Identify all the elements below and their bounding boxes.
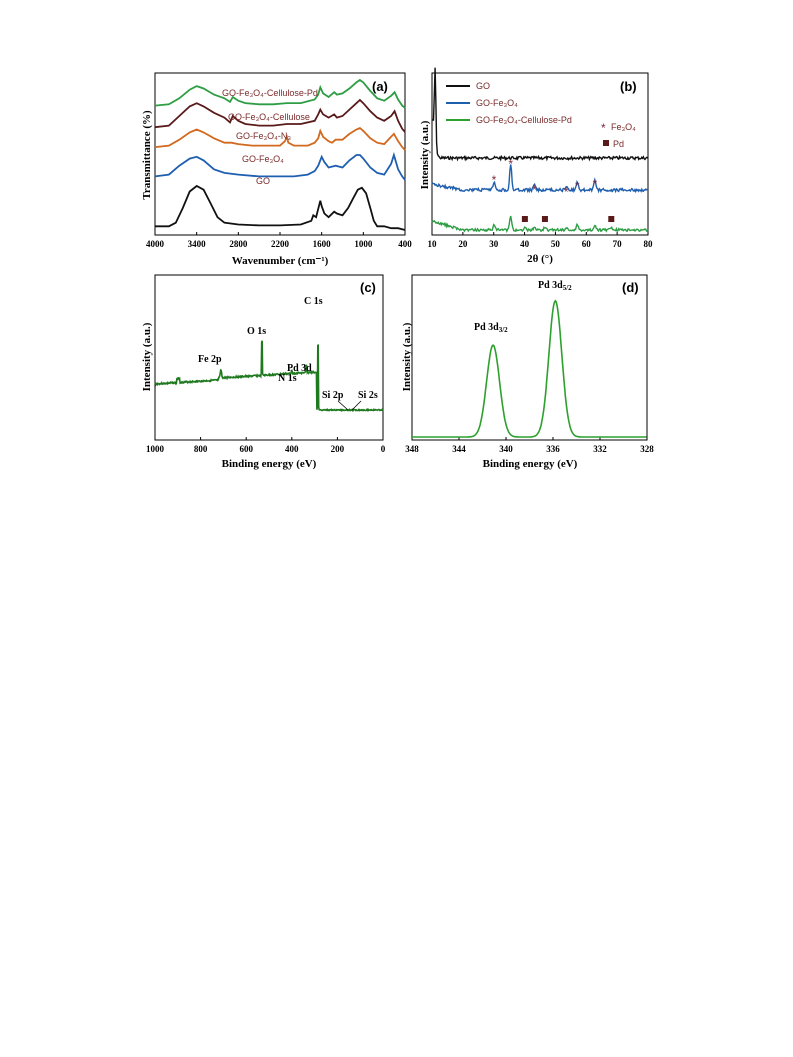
legend-go-fe3o4: GO-Fe₃O₄ — [476, 98, 518, 108]
pd-peak-marker — [521, 216, 528, 222]
panel-c-tick-label: 1000 — [146, 444, 165, 454]
peak-label-pd-3d: Pd 3d — [287, 363, 312, 374]
fe3o4-peak-marker: * — [508, 157, 513, 171]
si-2s-arrow — [351, 400, 362, 411]
panel-c-tick-label: 0 — [381, 444, 386, 454]
pattern-go-fe3o4-cellulose-pd — [431, 215, 649, 234]
peak-label-pd-3d5-2: Pd 3d5/2 — [538, 280, 572, 292]
panel-a-tick-label: 4000 — [146, 239, 165, 249]
pattern-go — [432, 67, 649, 162]
panel-c-ylabel: Intensity (a.u.) — [141, 322, 153, 391]
panel-c-tick-label: 600 — [239, 444, 253, 454]
fe3o4-peak-marker: * — [532, 183, 537, 197]
panel-c-tick-label: 800 — [194, 444, 208, 454]
peak-label-n-1s: N 1s — [278, 373, 297, 384]
spectrum-go-fe3o4-n3 — [154, 126, 406, 151]
spectrum-go-fe3o4-cellulose-pd — [154, 78, 406, 109]
label-go-fe3o4-cellulose-pd: GO-Fe₃O₄-Cellulose-Pd — [222, 88, 318, 98]
panel-b-xlabel: 2θ (°) — [527, 253, 553, 265]
peak-label-si-2s: Si 2s — [358, 390, 378, 401]
legend-go-fe3o4-cellulose-pd: GO-Fe₃O₄-Cellulose-Pd — [476, 115, 572, 125]
panel-a-tick-label: 3400 — [188, 239, 207, 249]
legend-go: GO — [476, 81, 490, 91]
panel-d-tick-label: 344 — [452, 444, 466, 454]
spectrum-go-fe3o4 — [154, 151, 406, 181]
peak-label-pd-3d3-2: Pd 3d3/2 — [474, 322, 508, 334]
panel-a: (a) Transmittance (%) Wavenumber (cm⁻¹) … — [141, 72, 412, 267]
pd-peak-marker — [608, 216, 615, 222]
fe3o4-peak-marker: * — [564, 185, 569, 199]
panel-d-frame — [411, 274, 648, 441]
label-go-fe3o4: GO-Fe₃O₄ — [242, 154, 284, 164]
spectrum-go — [155, 184, 406, 231]
pd-3d-spectrum — [412, 299, 647, 438]
panel-c-label: (c) — [360, 280, 376, 295]
panel-b-tick-label: 40 — [520, 239, 530, 249]
panel-c-xlabel: Binding energy (eV) — [222, 458, 317, 470]
panel-a-tick-label: 1000 — [354, 239, 373, 249]
panel-b-tick-label: 20 — [458, 239, 468, 249]
panel-b: (b) Intensity (a.u.) 2θ (°) 10 20 30 40 50 60… — [419, 67, 654, 265]
panel-a-xlabel: Wavenumber (cm⁻¹) — [232, 255, 329, 267]
panel-a-ylabel: Transmittance (%) — [141, 110, 153, 200]
fe3o4-peak-marker: * — [575, 179, 580, 193]
panel-d-tick-label: 340 — [499, 444, 513, 454]
panel-b-frame — [431, 72, 649, 236]
panel-d-tick-label: 332 — [593, 444, 607, 454]
peak-label-si-2p: Si 2p — [322, 390, 344, 401]
panel-b-tick-label: 60 — [582, 239, 592, 249]
spectrum-go-fe3o4-cellulose — [154, 98, 406, 133]
panel-a-tick-label: 2200 — [271, 239, 290, 249]
fe3o4-peak-marker: * — [593, 177, 598, 191]
panel-b-label: (b) — [620, 79, 637, 94]
panel-a-tick-label: 1600 — [313, 239, 332, 249]
panel-d: (d) Intensity (a.u.) Binding energy (eV)… — [401, 274, 654, 470]
panel-b-tick-label: 30 — [489, 239, 499, 249]
pd-peak-marker — [541, 216, 548, 222]
legend-asterisk-icon: * — [601, 121, 606, 135]
panel-a-tick-label: 400 — [398, 239, 412, 249]
xps-survey-spectrum — [154, 340, 384, 413]
legend-fe3o4: Fe₃O₄ — [611, 122, 636, 132]
si-2p-arrow — [337, 400, 349, 411]
pattern-go-fe3o4 — [431, 164, 648, 194]
panel-d-tick-label: 348 — [405, 444, 419, 454]
panel-d-label: (d) — [622, 280, 639, 295]
panel-b-ylabel: Intensity (a.u.) — [419, 120, 431, 189]
panel-d-ylabel: Intensity (a.u.) — [401, 322, 413, 391]
panel-c-tick-label: 400 — [285, 444, 299, 454]
panel-d-tick-label: 328 — [640, 444, 654, 454]
label-go-fe3o4-n3: GO-Fe₃O₄-N₃ — [236, 131, 291, 141]
peak-label-fe-2p: Fe 2p — [198, 354, 222, 365]
panel-a-tick-label: 2800 — [229, 239, 248, 249]
panel-d-xlabel: Binding energy (eV) — [483, 458, 578, 470]
panel-c-tick-label: 200 — [331, 444, 345, 454]
panel-c-frame — [154, 274, 384, 441]
panel-b-tick-label: 10 — [428, 239, 438, 249]
peak-label-c-1s: C 1s — [304, 296, 323, 307]
panel-c: (c) Intensity (a.u.) Binding energy (eV)… — [141, 274, 386, 470]
panel-b-tick-label: 70 — [613, 239, 623, 249]
fe3o4-peak-marker: * — [492, 173, 497, 187]
panel-a-label: (a) — [372, 79, 388, 94]
legend-pd: Pd — [613, 139, 624, 149]
panel-d-tick-label: 336 — [546, 444, 560, 454]
label-go-fe3o4-cellulose: GO-Fe₃O₄-Cellulose — [228, 112, 310, 122]
panel-b-tick-label: 50 — [551, 239, 561, 249]
peak-label-o-1s: O 1s — [247, 326, 266, 337]
legend-square-icon — [603, 140, 609, 146]
panel-b-tick-label: 80 — [644, 239, 654, 249]
label-go: GO — [256, 176, 270, 186]
